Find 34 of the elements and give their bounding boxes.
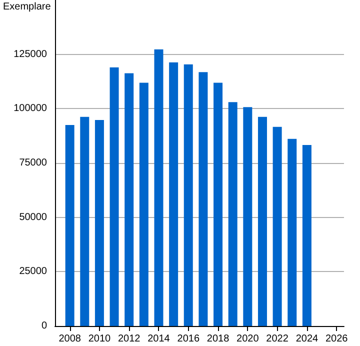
- x-tick-label: 2026: [325, 334, 348, 344]
- x-tick-label: 2012: [118, 334, 141, 344]
- bar: [110, 67, 119, 326]
- y-tick-label: 0: [41, 320, 48, 332]
- y-tick-label: 125000: [14, 48, 48, 60]
- bar: [228, 102, 238, 326]
- bar: [184, 64, 193, 326]
- bar: [169, 62, 178, 326]
- bar: [65, 124, 74, 326]
- x-tick-label: 2008: [58, 334, 82, 344]
- x-tick-label: 2020: [236, 334, 260, 344]
- x-tick-label: 2024: [296, 334, 319, 344]
- bar: [272, 126, 282, 326]
- x-tick-label: 2014: [148, 334, 170, 344]
- bar: [139, 82, 148, 326]
- x-tick-label: 2022: [266, 334, 289, 344]
- bar: [243, 107, 252, 326]
- y-tick-label: 75000: [19, 158, 48, 168]
- x-tick-label: 2016: [177, 334, 200, 344]
- y-tick-label: 100000: [14, 103, 48, 114]
- bar: [214, 82, 223, 326]
- bar: [288, 138, 297, 326]
- y-tick-label: 50000: [19, 212, 48, 223]
- x-tick-label: 2018: [206, 334, 230, 344]
- y-axis-title: Exemplare: [3, 2, 52, 12]
- bar: [154, 49, 164, 326]
- bar: [124, 73, 134, 326]
- x-tick-label: 2010: [88, 334, 112, 344]
- bar: [302, 144, 312, 326]
- bar: [258, 116, 267, 326]
- bar: [198, 72, 208, 326]
- y-tick-label: 25000: [19, 266, 48, 278]
- bar: [94, 120, 104, 326]
- bar: [80, 116, 90, 326]
